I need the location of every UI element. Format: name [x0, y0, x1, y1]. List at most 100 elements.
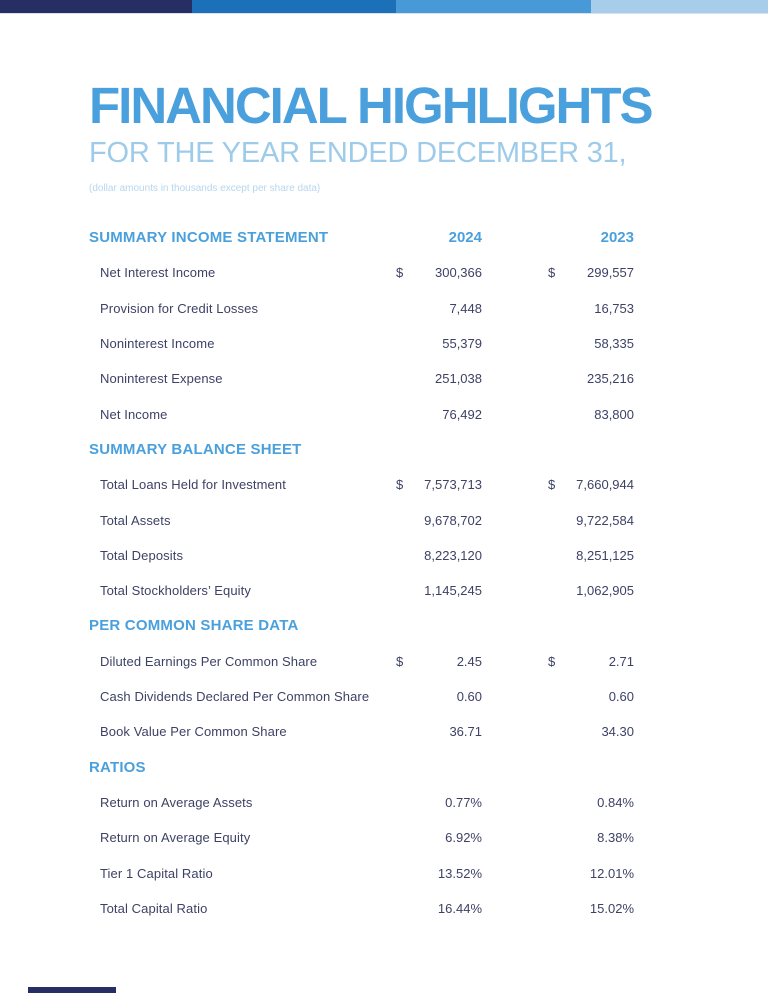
table-row: Provision for Credit Losses 7,448 16,753 — [89, 291, 634, 326]
table-row: Net Income 76,492 83,800 — [89, 397, 634, 432]
value-cell-2023: 9,722,584 — [548, 513, 634, 528]
value-2024: 16.44% — [437, 900, 482, 916]
row-label: Total Stockholders’ Equity — [100, 583, 251, 599]
top-bar-segment-navy — [0, 0, 192, 13]
value-cell-2024: 0.60 — [396, 689, 482, 704]
value-cell-2024: 251,038 — [396, 371, 482, 386]
row-label: Net Interest Income — [100, 265, 216, 281]
value-2023: 8.38% — [597, 830, 634, 846]
value-cell-2023: 1,062,905 — [548, 583, 634, 598]
row-label: Noninterest Income — [100, 336, 215, 352]
table-row: Diluted Earnings Per Common Share $2.45 $2… — [89, 644, 634, 679]
section-title: SUMMARY INCOME STATEMENT — [89, 229, 329, 247]
value-2023: 12.01% — [589, 865, 634, 881]
value-2023: 235,216 — [587, 371, 634, 387]
dollar-sign: $ — [548, 265, 556, 281]
value-2023: 0.60 — [608, 689, 634, 705]
table-row: Total Loans Held for Investment $7,573,71… — [89, 467, 634, 502]
table-row: Noninterest Income 55,379 58,335 — [89, 326, 634, 361]
value-2024: 251,038 — [435, 371, 482, 387]
value-cell-2023: 15.02% — [548, 901, 634, 916]
value-cell-2023: 8,251,125 — [548, 548, 634, 563]
row-label: Net Income — [100, 406, 168, 422]
value-2023: 0.84% — [597, 794, 634, 810]
value-2023: 58,335 — [594, 336, 634, 352]
row-label: Tier 1 Capital Ratio — [100, 865, 213, 881]
top-bar-segment-sky — [395, 0, 592, 13]
table-row: Tier 1 Capital Ratio 13.52% 12.01% — [89, 855, 634, 890]
value-cell-2024: 8,223,120 — [396, 548, 482, 563]
page-title: FINANCIAL HIGHLIGHTS — [89, 77, 654, 134]
value-2024: 8,223,120 — [424, 547, 482, 563]
value-cell-2023: $299,557 — [548, 265, 634, 280]
row-label: Return on Average Assets — [100, 794, 253, 810]
page-content: FINANCIAL HIGHLIGHTS FOR THE YEAR ENDED … — [0, 77, 768, 926]
bottom-color-bar — [28, 987, 116, 993]
section-title: PER COMMON SHARE DATA — [89, 617, 299, 635]
value-2024: 7,448 — [449, 300, 482, 316]
value-2023: 83,800 — [594, 406, 634, 422]
row-label: Total Capital Ratio — [100, 900, 208, 916]
table-row: Total Deposits 8,223,120 8,251,125 — [89, 538, 634, 573]
dollar-sign: $ — [548, 477, 556, 493]
value-cell-2023: 0.60 — [548, 689, 634, 704]
value-2023: 7,660,944 — [576, 477, 634, 493]
value-cell-2024: 7,448 — [396, 301, 482, 316]
value-cell-2023: 235,216 — [548, 371, 634, 386]
section-header-row: RATIOS — [89, 749, 634, 784]
table-row: Total Stockholders’ Equity 1,145,245 1,062… — [89, 573, 634, 608]
value-cell-2024: 13.52% — [396, 866, 482, 881]
financial-table: SUMMARY INCOME STATEMENT 2024 2023 Net Inte… — [89, 220, 634, 926]
value-cell-2023: 8.38% — [548, 830, 634, 845]
value-2024: 300,366 — [435, 265, 482, 281]
column-header-2023: 2023 — [600, 229, 634, 247]
value-cell-2024: $300,366 — [396, 265, 482, 280]
value-2024: 9,678,702 — [424, 512, 482, 528]
value-2023: 299,557 — [587, 265, 634, 281]
section-header-row: SUMMARY BALANCE SHEET — [89, 432, 634, 467]
value-cell-2023: 0.84% — [548, 795, 634, 810]
top-bar-segment-lightblue — [591, 0, 768, 13]
value-2024: 0.77% — [445, 794, 482, 810]
top-bar-segment-blue — [192, 0, 396, 13]
value-cell-2023: 12.01% — [548, 866, 634, 881]
row-label: Total Assets — [100, 512, 171, 528]
value-2024: 2.45 — [456, 653, 482, 669]
value-2024: 55,379 — [442, 336, 482, 352]
section-title: RATIOS — [89, 758, 146, 776]
value-2023: 16,753 — [594, 300, 634, 316]
value-cell-2023: 16,753 — [548, 301, 634, 316]
top-color-bar — [0, 0, 768, 13]
section-header-row: PER COMMON SHARE DATA — [89, 608, 634, 643]
value-2023: 8,251,125 — [576, 547, 634, 563]
row-label: Total Deposits — [100, 547, 184, 563]
dollar-amounts-note: (dollar amounts in thousands except per … — [89, 183, 321, 195]
row-label: Return on Average Equity — [100, 830, 251, 846]
value-2024: 6.92% — [445, 830, 482, 846]
value-cell-2023: $7,660,944 — [548, 477, 634, 492]
value-2024: 1,145,245 — [424, 583, 482, 599]
value-cell-2024: 9,678,702 — [396, 513, 482, 528]
value-2024: 36.71 — [449, 724, 482, 740]
table-row: Total Assets 9,678,702 9,722,584 — [89, 502, 634, 537]
value-2024: 0.60 — [456, 689, 482, 705]
dollar-sign: $ — [548, 653, 556, 669]
dollar-sign: $ — [396, 265, 404, 281]
value-cell-2024: 16.44% — [396, 901, 482, 916]
value-2024: 7,573,713 — [424, 477, 482, 493]
value-cell-2024: 36.71 — [396, 724, 482, 739]
value-2023: 34.30 — [601, 724, 634, 740]
value-cell-2024: 1,145,245 — [396, 583, 482, 598]
value-2023: 9,722,584 — [576, 512, 634, 528]
value-2023: 2.71 — [608, 653, 634, 669]
value-cell-2023: 58,335 — [548, 336, 634, 351]
value-2024: 76,492 — [442, 406, 482, 422]
row-label: Cash Dividends Declared Per Common Share — [100, 689, 370, 705]
table-row: Book Value Per Common Share 36.71 34.30 — [89, 714, 634, 749]
row-label: Total Loans Held for Investment — [100, 477, 286, 493]
table-row: Net Interest Income $300,366 $299,557 — [89, 255, 634, 290]
table-row: Noninterest Expense 251,038 235,216 — [89, 361, 634, 396]
value-cell-2024: 0.77% — [396, 795, 482, 810]
value-2023: 15.02% — [589, 900, 634, 916]
table-row: Return on Average Equity 6.92% 8.38% — [89, 820, 634, 855]
